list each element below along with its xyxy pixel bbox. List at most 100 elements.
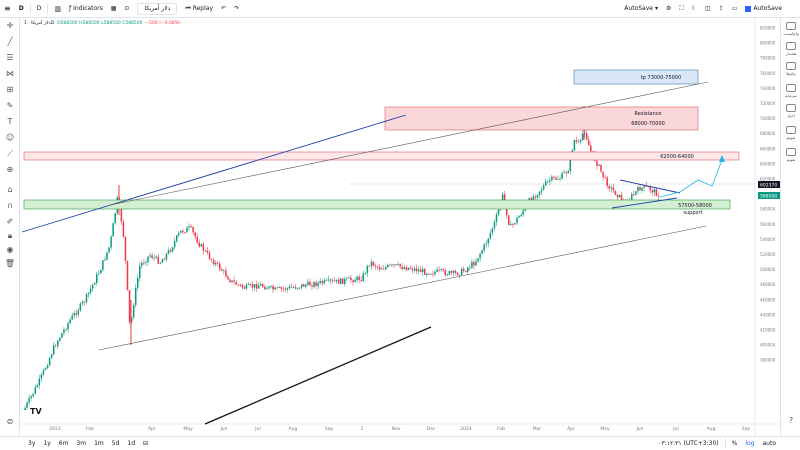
candle-body: [63, 329, 65, 334]
candle-body: [235, 282, 237, 285]
emoji-icon[interactable]: ☺: [5, 133, 15, 142]
candle-body: [383, 268, 385, 270]
candle-body: [184, 232, 186, 234]
candle-body: [325, 280, 328, 281]
legend-ohlc: O588500 H588500 L588500 C588500: [56, 21, 143, 26]
pencil-lock-icon[interactable]: ✐: [6, 217, 14, 226]
log-toggle[interactable]: log: [745, 440, 755, 447]
right-item-calendar-2[interactable]: تقویم: [781, 148, 800, 162]
candle-body: [588, 139, 590, 146]
candle-body: [544, 181, 547, 186]
candle-body: [188, 226, 190, 228]
redo-icon[interactable]: ↷: [234, 5, 240, 12]
theme-icon[interactable]: ☾: [691, 5, 697, 12]
range-1y[interactable]: 1y: [43, 440, 51, 447]
candle-body: [157, 256, 159, 264]
range-1m[interactable]: 1m: [94, 440, 104, 447]
candle-body: [465, 270, 467, 272]
top-toolbar: ≡ D D ▥ ƒ Indicators ▦ ⊙ دلار آمریکا ⏮ R…: [0, 0, 800, 18]
candle-body: [292, 287, 295, 289]
fullscreen-icon[interactable]: ⛶: [679, 4, 684, 12]
candle-body: [493, 222, 496, 229]
replay-button[interactable]: ⏮ Replay: [181, 0, 217, 18]
indicators-button[interactable]: ƒ Indicators: [65, 0, 107, 18]
menu-icon[interactable]: ≡: [4, 4, 11, 13]
alert-icon[interactable]: ⊙: [124, 5, 130, 12]
candle-body: [559, 178, 561, 180]
home-icon[interactable]: ⌂: [7, 185, 13, 194]
range-1d[interactable]: 1d: [127, 440, 136, 447]
pattern-icon[interactable]: ⋈: [6, 69, 14, 78]
candle-body: [321, 281, 323, 284]
position-icon[interactable]: ⊞: [6, 85, 14, 94]
chart-type-icon[interactable]: ▥: [54, 4, 61, 13]
more-icon[interactable]: ▭: [731, 5, 738, 12]
magnet-icon[interactable]: ∩: [7, 201, 13, 210]
candle-body: [374, 265, 377, 267]
layout-name-button[interactable]: دلار آمریکا: [137, 2, 178, 15]
help-icon[interactable]: ?: [788, 416, 794, 425]
candle-body: [149, 255, 151, 257]
candle-body: [569, 156, 572, 172]
candle-body: [631, 194, 633, 201]
settings-icon[interactable]: ⚙: [665, 5, 672, 12]
candle-body: [547, 181, 549, 183]
brush-icon[interactable]: ✎: [6, 101, 14, 110]
right-item-calendar[interactable]: تقویم: [781, 126, 800, 140]
text-icon[interactable]: T: [7, 117, 13, 126]
candle-body: [635, 191, 637, 195]
range-3y[interactable]: 3y: [28, 440, 36, 447]
date-range-icon[interactable]: ⊟: [143, 440, 149, 447]
publish-icon[interactable]: ⇪: [718, 5, 724, 12]
candle-body: [112, 223, 114, 237]
clock-readout[interactable]: ۰۳:۱۲:۳۱ (UTC+3:30): [658, 440, 719, 447]
candle-body: [479, 253, 481, 259]
trend-line-icon[interactable]: ╱: [7, 37, 13, 46]
right-item-watchlist[interactable]: واچ‌لیست: [781, 22, 800, 36]
candle-body: [298, 287, 301, 289]
range-3m[interactable]: 3m: [76, 440, 87, 447]
zoom-icon[interactable]: ⊕: [6, 165, 14, 174]
right-item-news[interactable]: اخبار: [781, 104, 800, 118]
resistance-zone: [384, 106, 699, 131]
candle-body: [219, 263, 221, 270]
candle-body: [497, 209, 500, 215]
price-tick-label: 780000: [760, 56, 776, 61]
undo-icon[interactable]: ↶: [221, 5, 227, 12]
interval-button[interactable]: D: [36, 5, 42, 12]
right-item-alerts[interactable]: هشدار: [781, 42, 800, 56]
ruler-icon[interactable]: ⟋: [7, 149, 13, 158]
range-6m[interactable]: 6m: [58, 440, 69, 447]
right-item-portfolio[interactable]: سرمایه: [781, 84, 800, 98]
candle-body: [272, 286, 274, 290]
time-tick-label: Dec: [427, 426, 436, 432]
candle-body: [503, 194, 506, 203]
auto-toggle[interactable]: auto: [762, 440, 776, 447]
left-drawing-toolbar: ✛ ╱ ☰ ⋈ ⊞ ✎ T ☺ ⟋ ⊕ ⌂ ∩ ✐ 🔒︎ ◉ 🗑︎ ⊜: [0, 18, 20, 436]
candle-body: [100, 269, 102, 274]
candle-body: [598, 164, 600, 166]
autosave-checkbox[interactable]: AutoSave: [741, 0, 800, 18]
right-item-messages[interactable]: پیام‌ها: [781, 62, 800, 76]
snapshot-icon[interactable]: ◫: [704, 5, 711, 12]
candle-body: [467, 267, 469, 272]
range-5d[interactable]: 5d: [111, 440, 120, 447]
lock-icon[interactable]: 🔒︎: [7, 231, 13, 240]
templates-icon[interactable]: ▦: [110, 5, 117, 12]
autosave-dropdown[interactable]: AutoSave ▾: [620, 0, 662, 18]
candle-body: [319, 281, 321, 283]
percent-toggle[interactable]: %: [731, 440, 738, 447]
tree-icon[interactable]: ⊜: [6, 417, 14, 426]
candle-body: [245, 284, 248, 289]
candle-body: [368, 265, 371, 267]
fib-icon[interactable]: ☰: [6, 53, 14, 62]
symbol-button[interactable]: D: [18, 5, 24, 12]
candle-body: [512, 223, 514, 225]
autosave-label: AutoSave: [624, 5, 653, 12]
eye-icon[interactable]: ◉: [6, 245, 14, 254]
trash-icon[interactable]: 🗑︎: [4, 259, 16, 268]
crosshair-icon[interactable]: ✛: [6, 21, 14, 30]
candle-body: [575, 140, 578, 142]
layout-name: دلار آمریکا: [144, 5, 171, 12]
